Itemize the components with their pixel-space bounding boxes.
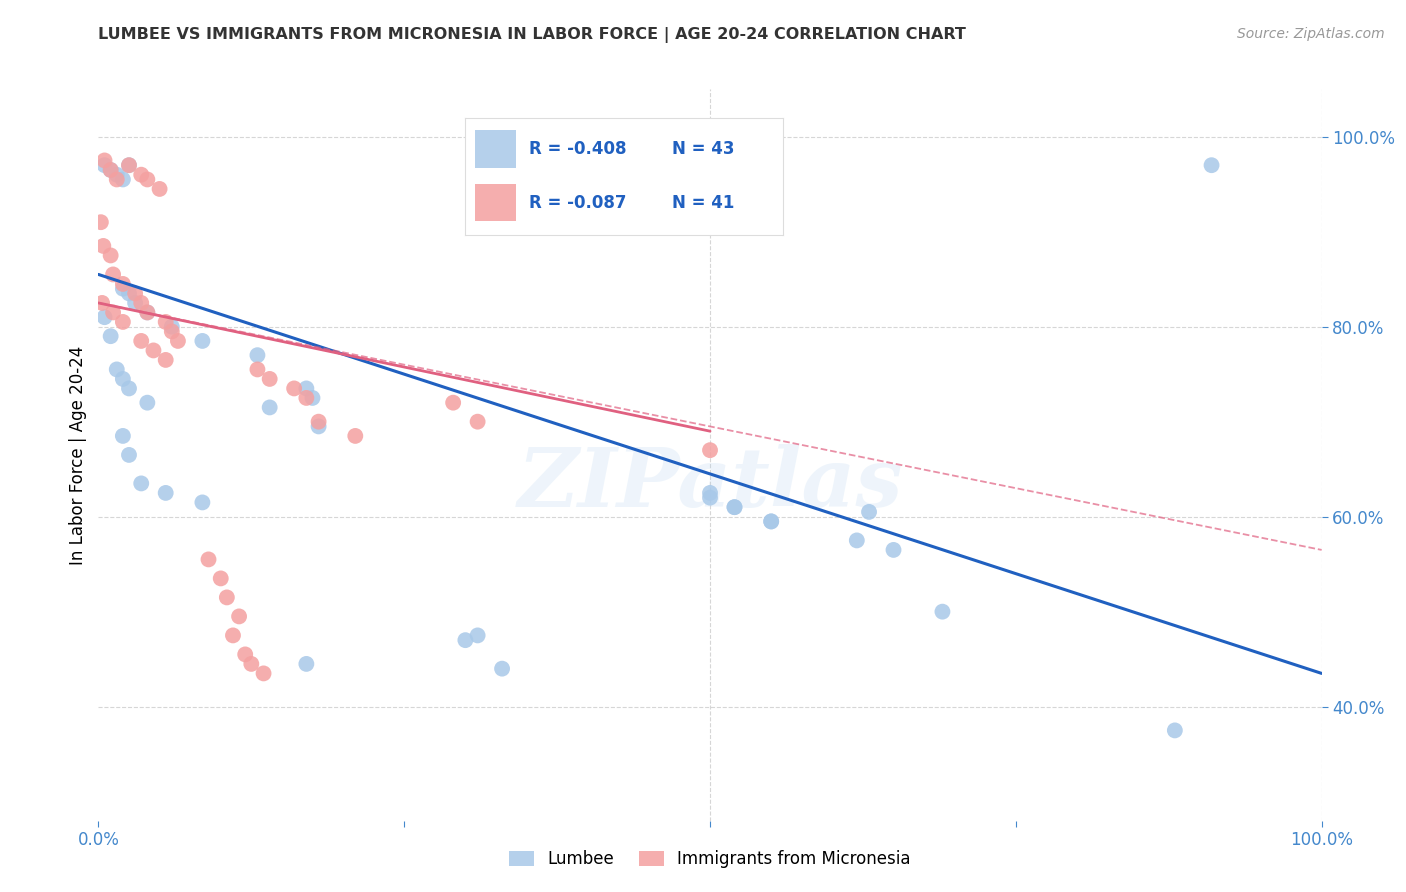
Point	[467, 415, 489, 429]
Point	[118, 286, 141, 301]
Point	[118, 448, 141, 462]
Point	[124, 296, 146, 310]
Point	[699, 443, 721, 458]
Point	[100, 329, 122, 343]
Point	[129, 168, 152, 182]
Point	[233, 648, 256, 662]
Point	[883, 542, 905, 557]
Point	[441, 395, 464, 409]
Point	[91, 296, 114, 310]
Point	[209, 571, 232, 585]
Legend: Lumbee, Immigrants from Micronesia: Lumbee, Immigrants from Micronesia	[502, 843, 918, 874]
Point	[308, 415, 330, 429]
Point	[155, 486, 177, 500]
Point	[100, 163, 122, 178]
Point	[215, 591, 238, 605]
Point	[111, 172, 134, 186]
Y-axis label: In Labor Force | Age 20-24: In Labor Force | Age 20-24	[69, 345, 87, 565]
Point	[191, 495, 214, 509]
Point	[761, 515, 783, 529]
Point	[136, 305, 159, 319]
Point	[93, 310, 115, 325]
Point	[259, 401, 281, 415]
Point	[90, 215, 112, 229]
Point	[105, 362, 128, 376]
Point	[136, 395, 159, 409]
Point	[105, 168, 128, 182]
Point	[228, 609, 250, 624]
Point	[723, 500, 745, 515]
Point	[124, 286, 146, 301]
Point	[295, 391, 318, 405]
Point	[931, 605, 953, 619]
Text: Source: ZipAtlas.com: Source: ZipAtlas.com	[1237, 27, 1385, 41]
Point	[155, 315, 177, 329]
Point	[155, 353, 177, 368]
Point	[283, 381, 305, 395]
Point	[1201, 158, 1223, 172]
Point	[845, 533, 868, 548]
Point	[301, 391, 323, 405]
Point	[344, 429, 367, 443]
Point	[91, 239, 114, 253]
Point	[160, 325, 183, 339]
Point	[491, 662, 513, 676]
Point	[111, 429, 134, 443]
Point	[136, 172, 159, 186]
Point	[93, 153, 115, 168]
Point	[467, 628, 489, 642]
Point	[142, 343, 165, 358]
Point	[93, 158, 115, 172]
Point	[222, 628, 245, 642]
Point	[167, 334, 190, 348]
Point	[101, 305, 124, 319]
Point	[118, 381, 141, 395]
Point	[240, 657, 263, 671]
Point	[149, 182, 172, 196]
Point	[101, 268, 124, 282]
Point	[246, 348, 269, 362]
Point	[129, 296, 152, 310]
Point	[118, 158, 141, 172]
Point	[111, 315, 134, 329]
Point	[295, 657, 318, 671]
Point	[136, 305, 159, 319]
Point	[723, 500, 745, 515]
Point	[197, 552, 219, 566]
Point	[1164, 723, 1187, 738]
Point	[252, 666, 274, 681]
Point	[100, 163, 122, 178]
Point	[111, 282, 134, 296]
Point	[160, 319, 183, 334]
Point	[105, 172, 128, 186]
Text: LUMBEE VS IMMIGRANTS FROM MICRONESIA IN LABOR FORCE | AGE 20-24 CORRELATION CHAR: LUMBEE VS IMMIGRANTS FROM MICRONESIA IN …	[98, 27, 966, 43]
Point	[111, 372, 134, 386]
Point	[100, 248, 122, 262]
Point	[246, 362, 269, 376]
Point	[259, 372, 281, 386]
Point	[129, 334, 152, 348]
Point	[191, 334, 214, 348]
Point	[308, 419, 330, 434]
Point	[858, 505, 880, 519]
Point	[111, 277, 134, 291]
Point	[295, 381, 318, 395]
Text: ZIPatlas: ZIPatlas	[517, 444, 903, 524]
Point	[129, 476, 152, 491]
Point	[118, 158, 141, 172]
Point	[699, 486, 721, 500]
Point	[454, 633, 477, 648]
Point	[699, 491, 721, 505]
Point	[761, 515, 783, 529]
